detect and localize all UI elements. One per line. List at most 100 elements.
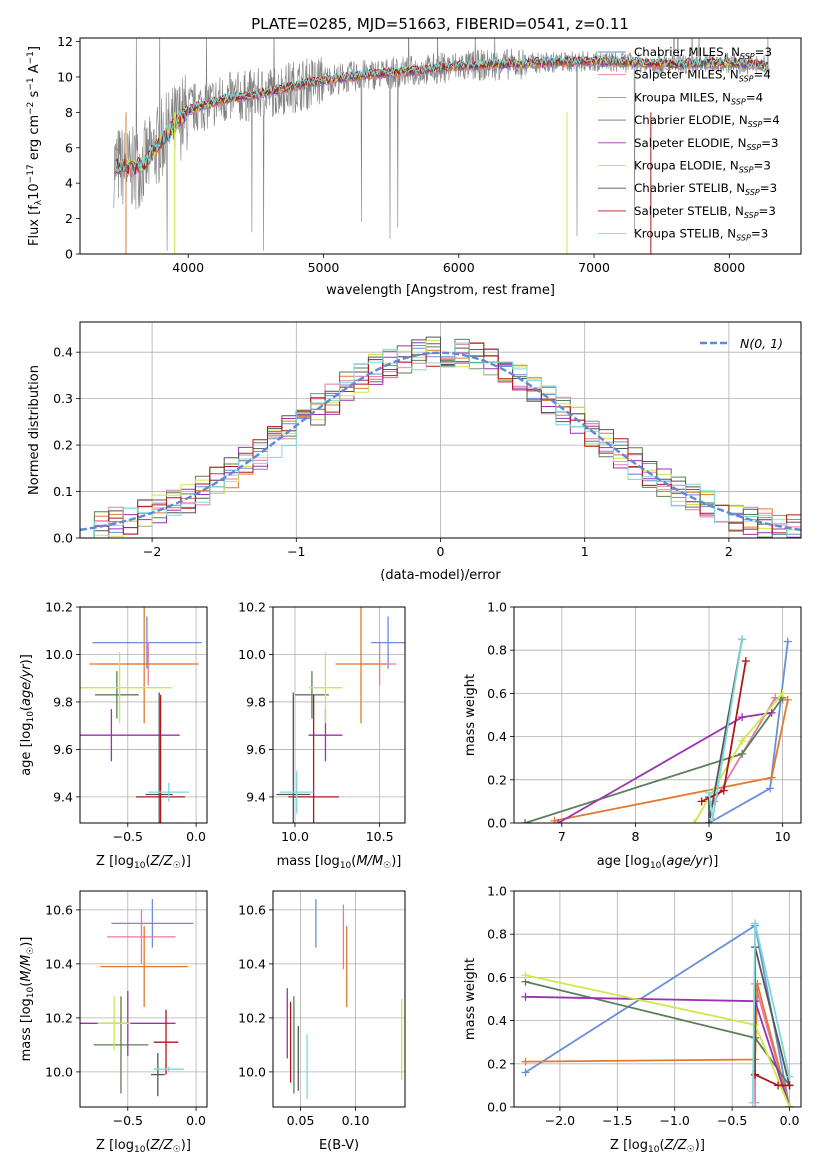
x-tick-label: 7: [558, 829, 566, 844]
errorbar-point: [80, 652, 172, 724]
y-tick-label: 6: [65, 140, 73, 155]
x-axis-label: Z [log10(Z/Z☉)]: [96, 1138, 191, 1155]
errorbar-point: [89, 607, 199, 724]
y-tick-label: 4: [65, 176, 73, 191]
plus-marker: [738, 749, 747, 758]
errorbar-point: [276, 692, 311, 823]
plus-marker: [719, 786, 728, 795]
y-tick-label: 0.8: [487, 643, 507, 658]
x-axis-label: Z [log10(Z/Z☉)]: [610, 1138, 705, 1155]
y-tick-label: 1.0: [487, 884, 507, 899]
y-tick-label: 0.3: [53, 391, 73, 406]
mass-vs-ebv-panel: 0.05 0.10 10.0 10.2 10.4 10.6 E(B-V): [238, 890, 406, 1153]
y-axis-label: Normed distribution: [27, 365, 42, 495]
x-tick-label: 5000: [308, 260, 340, 275]
errorbar-point: [95, 671, 139, 719]
x-tick-label: 0.0: [780, 1113, 800, 1128]
plus-marker: [783, 695, 792, 704]
x-tick-label: −0.5: [717, 1113, 747, 1128]
plus-marker: [774, 1081, 783, 1090]
spectrum-panel: 4000 5000 6000 7000 8000 0 2 4 6 8 10 12 wavelength …: [26, 34, 802, 298]
plus-marker: [741, 657, 750, 665]
residual-histogram: [80, 336, 801, 538]
errorbar-point: [92, 616, 202, 669]
axes-frame: [79, 606, 208, 824]
mass-weight-line: [525, 924, 791, 1107]
x-axis-label: E(B-V): [319, 1138, 359, 1153]
x-tick-label: −0.5: [113, 1113, 143, 1128]
errorbar-point: [97, 996, 131, 1051]
errorbar-point: [135, 694, 186, 823]
x-tick-label: −2: [143, 544, 161, 559]
mass-weight-vs-age-panel: 7 8 9 10 0.0 0.2 0.4 0.6 0.8 1.0 age [log10(age/yr…: [463, 600, 802, 871]
y-tick-label: 0.6: [487, 970, 507, 985]
y-tick-label: 9.8: [53, 694, 73, 709]
y-tick-label: 10.6: [238, 902, 266, 917]
y-axis-label: mass weight: [463, 958, 478, 1040]
errorbar-point: [335, 607, 387, 724]
y-tick-label: 0.1: [53, 484, 73, 499]
plus-marker: [785, 1081, 794, 1090]
plus-marker: [521, 1057, 530, 1066]
residuals-panel: −2 −1 0 1 2 0.0 0.1 0.2 0.3 0.4 (data-model)/error…: [27, 321, 802, 583]
y-tick-label: 0.4: [53, 345, 73, 360]
x-axis-label: (data-model)/error: [380, 568, 501, 583]
plot-area: [286, 899, 403, 1099]
plus-marker: [705, 788, 714, 797]
y-tick-label: 10.6: [45, 902, 73, 917]
y-tick-label: 0.2: [487, 1056, 507, 1071]
plot-area: [276, 607, 405, 823]
plot-area: [80, 607, 202, 823]
x-tick-label: 10.5: [366, 829, 394, 844]
errorbar-point: [111, 899, 194, 948]
y-tick-label: 9.4: [53, 789, 73, 804]
plus-marker: [521, 971, 530, 980]
x-tick-label: 0.05: [287, 1113, 315, 1128]
plus-marker: [785, 1103, 794, 1107]
y-tick-label: 10.4: [45, 956, 73, 971]
y-tick-label: 10.0: [45, 647, 73, 662]
y-tick-label: 0.4: [487, 729, 507, 744]
errorbar-point: [153, 1066, 184, 1072]
plus-marker: [521, 992, 530, 1001]
plot-area: [80, 336, 801, 538]
legend-label: Chabrier ELODIE, NSSP=4: [634, 113, 780, 129]
x-tick-label: 2: [725, 544, 733, 559]
y-tick-label: 10.0: [238, 647, 266, 662]
legend-label: Salpeter STELIB, NSSP=3: [634, 204, 776, 220]
plus-marker: [748, 1098, 757, 1107]
plot-area: [80, 899, 194, 1097]
errorbar-point: [100, 926, 188, 1008]
y-tick-label: 10: [57, 69, 73, 84]
x-tick-label: 8: [631, 829, 639, 844]
legend-label: Kroupa STELIB, NSSP=3: [634, 227, 768, 243]
mass-vs-metallicity-panel: −0.5 0.0 10.0 10.2 10.4 10.6 Z [log10(Z/Z☉)] ma…: [19, 890, 208, 1155]
axes-frame: [272, 890, 406, 1108]
axes-frame: [513, 606, 802, 824]
plus-marker: [778, 689, 787, 698]
model-spectrum-line: [114, 54, 769, 176]
y-tick-label: 10.0: [45, 1064, 73, 1079]
residual-histogram: [80, 342, 801, 538]
legend: Chabrier MILES, NSSP=3 Salpeter MILES, NS…: [598, 45, 780, 243]
x-tick-label: 10.0: [281, 829, 309, 844]
y-tick-label: 9.6: [53, 742, 73, 757]
legend: N(0, 1): [700, 336, 783, 351]
y-tick-label: 10.4: [238, 956, 266, 971]
x-tick-label: 4000: [172, 260, 204, 275]
y-axis-label: mass weight: [463, 674, 478, 756]
y-tick-label: 0: [65, 247, 73, 262]
plus-marker: [751, 919, 760, 928]
y-tick-label: 10.2: [238, 1010, 266, 1025]
x-tick-label: 1: [581, 544, 589, 559]
grid: [80, 891, 207, 1107]
x-tick-label: −2.0: [545, 1113, 575, 1128]
errorbar-point: [148, 782, 190, 802]
y-tick-label: 10.2: [45, 600, 73, 615]
y-tick-label: 9.8: [246, 694, 266, 709]
plus-marker: [783, 637, 792, 646]
plot-area: [521, 919, 794, 1107]
x-axis-label: age [log10(age/yr)]: [597, 854, 719, 871]
legend-label: Salpeter MILES, NSSP=4: [634, 68, 771, 84]
errorbar-point: [279, 770, 314, 814]
